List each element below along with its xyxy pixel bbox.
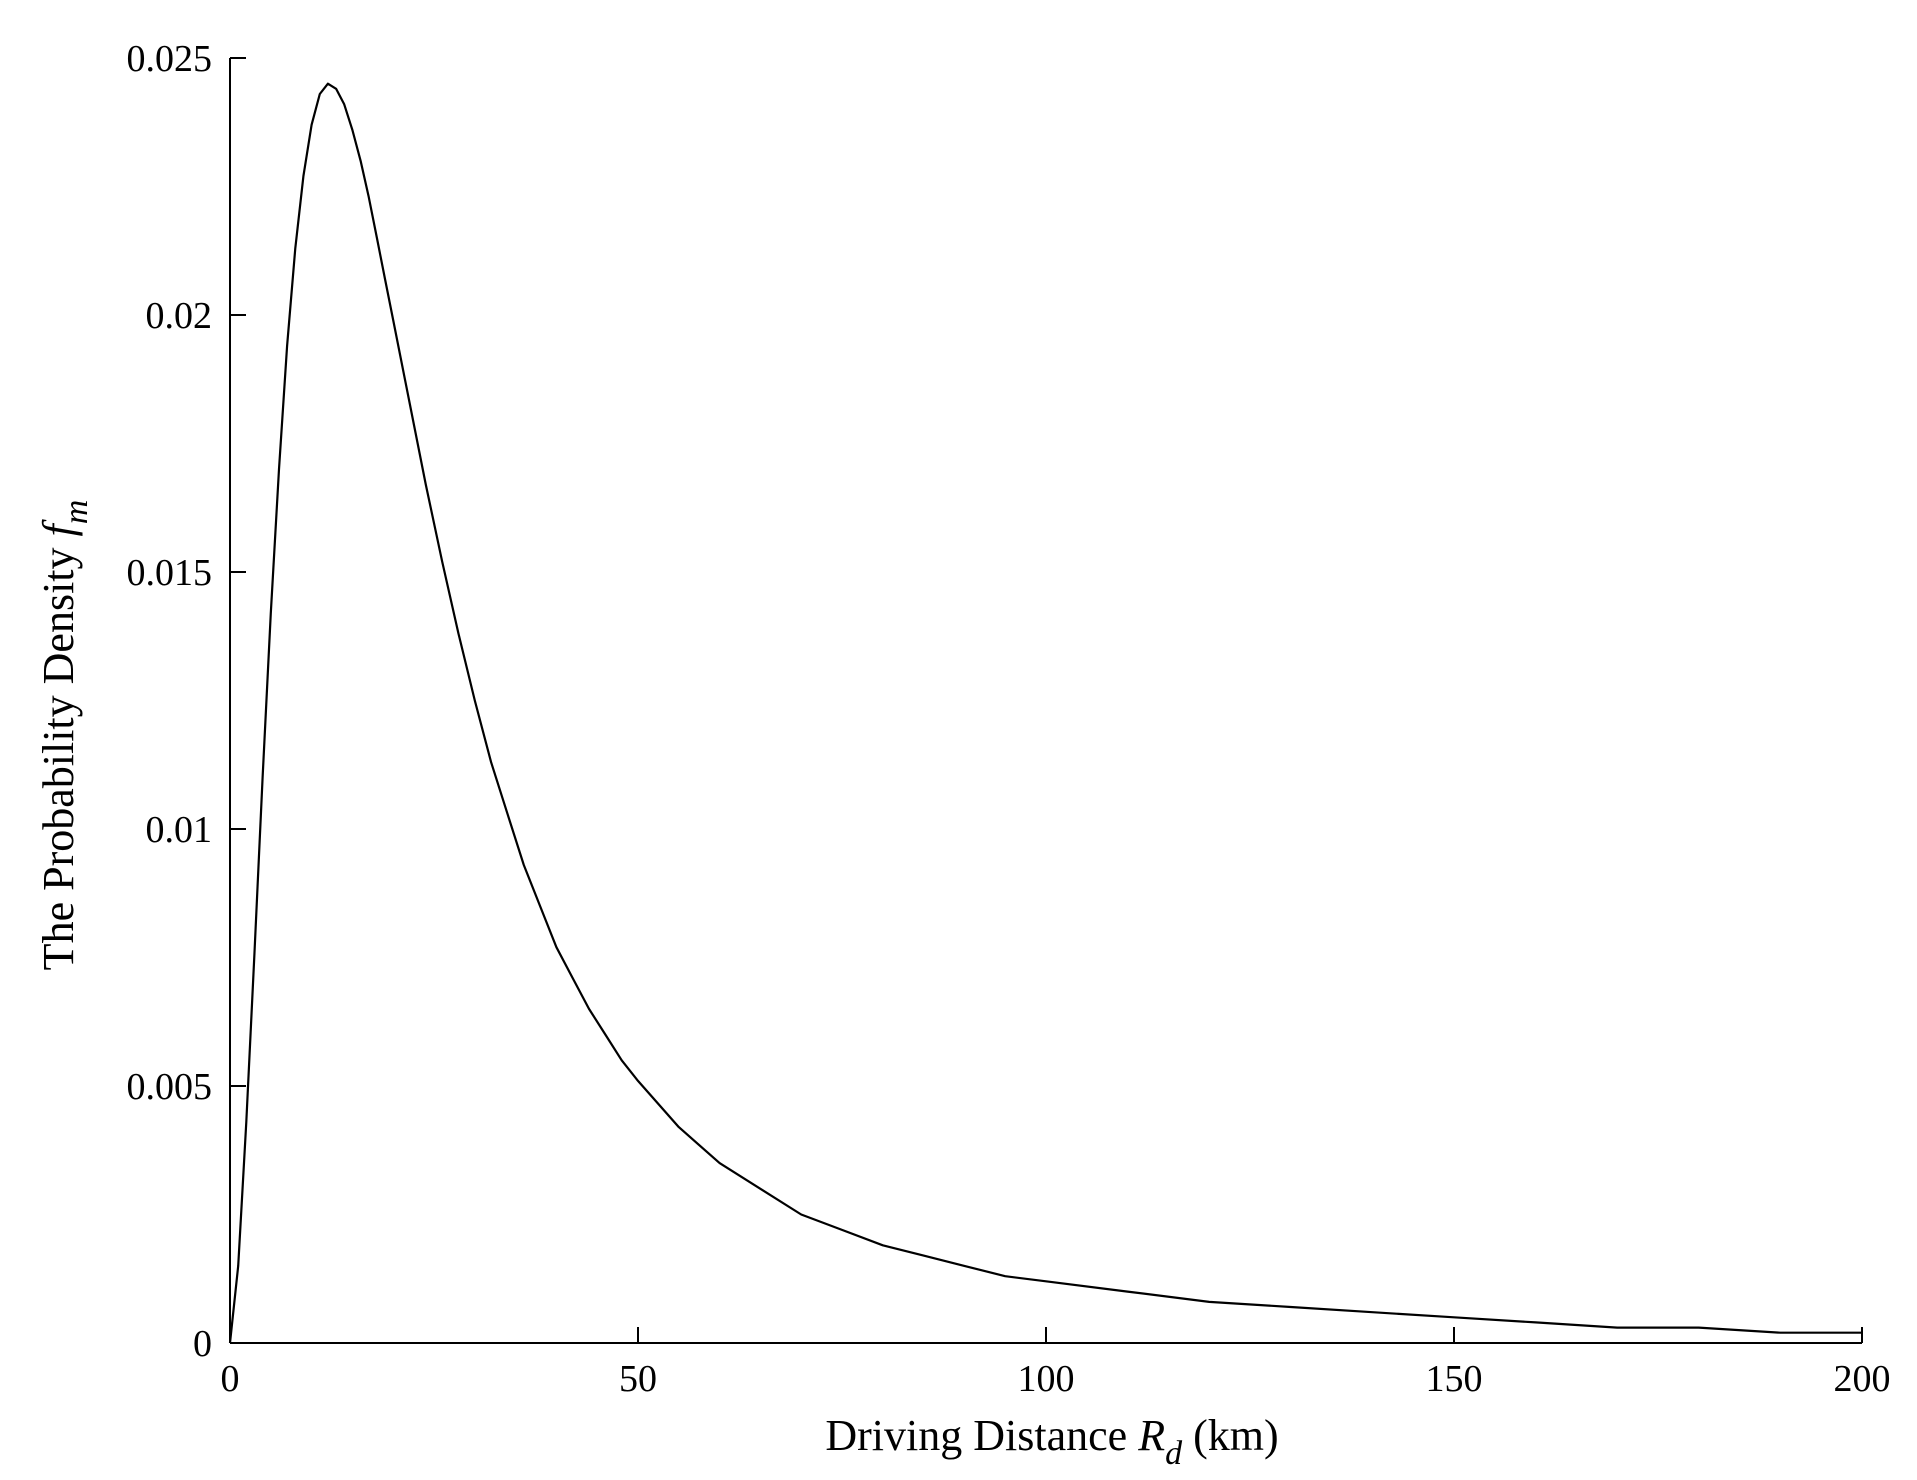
y-tick-label: 0.025 bbox=[127, 38, 213, 80]
y-tick-label: 0.005 bbox=[127, 1066, 213, 1108]
y-axis-label: The Probability Density fm bbox=[34, 500, 95, 971]
y-tick-label: 0.015 bbox=[127, 552, 213, 594]
x-tick-label: 150 bbox=[1426, 1358, 1483, 1400]
x-tick-label: 100 bbox=[1018, 1358, 1075, 1400]
y-tick-label: 0 bbox=[193, 1323, 212, 1365]
ticks: 0 50 100 150 200 0 0.005 0.01 0.015 0.02 0.025 bbox=[127, 38, 1891, 1400]
data-series bbox=[228, 82, 1862, 1344]
y-tick-label: 0.02 bbox=[146, 295, 213, 337]
x-tick-label: 200 bbox=[1834, 1358, 1891, 1400]
x-axis-label: Driving Distance Rd (km) bbox=[825, 1411, 1278, 1472]
y-tick-label: 0.01 bbox=[146, 809, 213, 851]
x-tick-label: 0 bbox=[221, 1358, 240, 1400]
density-curve bbox=[228, 82, 1862, 1344]
x-tick-label: 50 bbox=[619, 1358, 657, 1400]
